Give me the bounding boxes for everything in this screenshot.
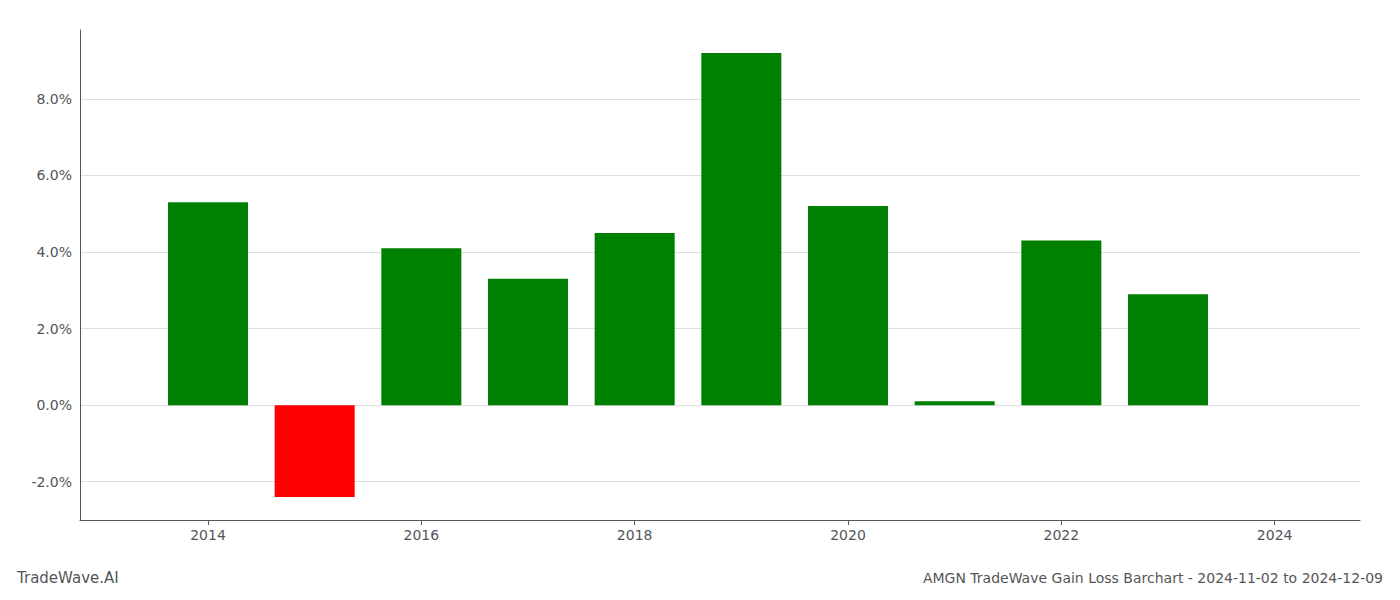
svg-text:4.0%: 4.0% xyxy=(36,244,72,260)
svg-text:2018: 2018 xyxy=(617,527,653,543)
svg-text:8.0%: 8.0% xyxy=(36,91,72,107)
svg-text:TradeWave.AI: TradeWave.AI xyxy=(16,569,119,587)
svg-text:2016: 2016 xyxy=(404,527,440,543)
svg-text:6.0%: 6.0% xyxy=(36,167,72,183)
svg-text:2022: 2022 xyxy=(1044,527,1080,543)
svg-text:0.0%: 0.0% xyxy=(36,397,72,413)
svg-text:2.0%: 2.0% xyxy=(36,321,72,337)
svg-text:2024: 2024 xyxy=(1257,527,1293,543)
svg-text:2020: 2020 xyxy=(830,527,866,543)
svg-text:AMGN TradeWave Gain Loss Barch: AMGN TradeWave Gain Loss Barchart - 2024… xyxy=(923,570,1383,586)
svg-text:-2.0%: -2.0% xyxy=(31,474,72,490)
svg-text:2014: 2014 xyxy=(190,527,226,543)
